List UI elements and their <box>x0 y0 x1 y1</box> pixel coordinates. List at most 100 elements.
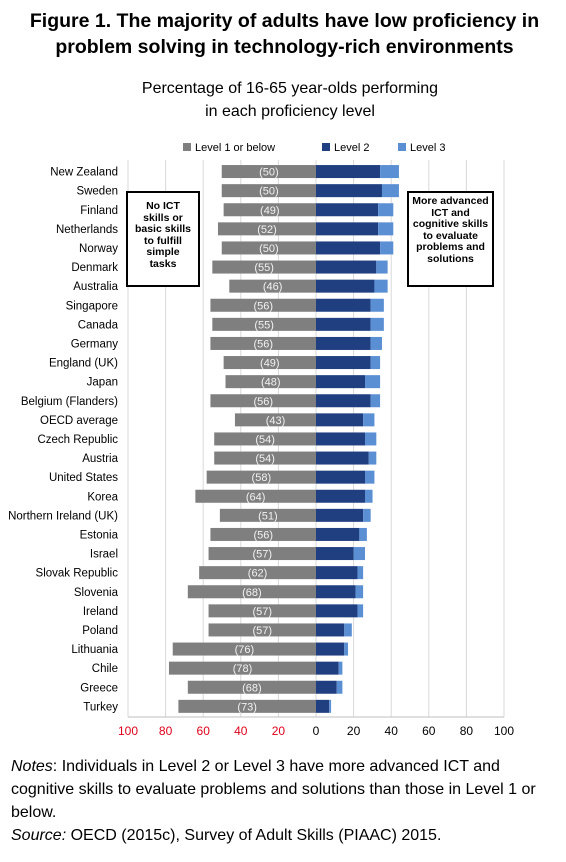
bar-data-label: (62) <box>248 568 268 580</box>
bar-level3 <box>363 509 371 522</box>
notes-text: : Individuals in Level 2 or Level 3 have… <box>11 758 536 821</box>
bar-level3 <box>365 432 376 445</box>
category-label: Czech Republic <box>37 434 118 446</box>
bar-level3 <box>339 662 343 675</box>
bar-level3 <box>382 184 399 197</box>
source-text: OECD (2015c), Survey of Adult Skills (PI… <box>66 827 441 844</box>
bar-data-label: (56) <box>253 338 273 350</box>
x-tick-label: 80 <box>159 724 173 738</box>
source: Source: OECD (2015c), Survey of Adult Sk… <box>11 824 559 847</box>
bar-data-label: (43) <box>266 415 286 427</box>
bar-level2 <box>316 280 374 293</box>
bar-data-label: (55) <box>254 262 274 274</box>
legend-swatch-1 <box>183 143 191 151</box>
legend-label-1: Level 1 or below <box>195 142 275 154</box>
bar-data-label: (49) <box>260 205 280 217</box>
category-label: Finland <box>80 205 118 217</box>
bar-level2 <box>316 643 344 656</box>
x-tick-label: 40 <box>385 724 399 738</box>
bar-level2 <box>316 452 369 465</box>
category-label: Australia <box>73 281 118 293</box>
bar-level3 <box>378 222 393 235</box>
bar-level3 <box>357 566 363 579</box>
bar-level2 <box>316 299 371 312</box>
bar-level3 <box>344 643 348 656</box>
category-label: Estonia <box>80 529 119 541</box>
legend-label-3: Level 3 <box>410 142 445 154</box>
x-tick-label: 100 <box>118 724 138 738</box>
bar-level3 <box>380 241 393 254</box>
category-label: Canada <box>78 319 119 331</box>
x-tick-label: 80 <box>460 724 474 738</box>
callout-level2-3: More advanced ICT and cognitive skills t… <box>407 191 494 287</box>
bar-data-label: (56) <box>253 396 273 408</box>
bar-level2 <box>316 318 371 331</box>
bar-level3 <box>344 623 352 636</box>
category-label: Greece <box>80 682 118 694</box>
proficiency-chart: Level 1 or below Level 2 Level 3 New Zealan… <box>0 0 566 750</box>
bar-data-label: (57) <box>252 625 272 637</box>
bar-level2 <box>316 662 339 675</box>
bar-level2 <box>316 337 371 350</box>
bar-level3 <box>356 585 364 598</box>
bar-level2 <box>316 432 365 445</box>
legend-swatch-2 <box>322 143 330 151</box>
bar-level2 <box>316 394 371 407</box>
x-tick-label: 0 <box>313 724 320 738</box>
bar-level3 <box>329 700 331 713</box>
bar-level3 <box>365 471 374 484</box>
bar-level2 <box>316 413 363 426</box>
category-label: OECD average <box>40 415 118 427</box>
callout-level1: No ICT skills or basic skills to fulfill… <box>126 191 200 287</box>
category-label: Poland <box>82 625 118 637</box>
bar-level2 <box>316 184 382 197</box>
bar-data-label: (64) <box>246 491 266 503</box>
bar-level3 <box>359 528 367 541</box>
category-label: New Zealand <box>50 167 118 179</box>
bar-data-label: (54) <box>255 434 275 446</box>
bar-level3 <box>357 604 363 617</box>
category-label: Sweden <box>76 186 118 198</box>
bar-level2 <box>316 604 357 617</box>
bar-level2 <box>316 528 359 541</box>
category-label: Denmark <box>71 262 118 274</box>
bar-data-label: (58) <box>252 472 272 484</box>
bar-level2 <box>316 241 380 254</box>
bar-level3 <box>371 318 384 331</box>
category-label: Japan <box>87 377 118 389</box>
bar-level2 <box>316 490 365 503</box>
x-tick-label: 100 <box>494 724 514 738</box>
category-label: Netherlands <box>56 224 118 236</box>
bar-level3 <box>376 261 387 274</box>
bar-level3 <box>380 165 399 178</box>
bar-level2 <box>316 471 365 484</box>
category-label: Germany <box>71 338 119 350</box>
bar-data-label: (50) <box>259 243 279 255</box>
category-label: Korea <box>87 491 118 503</box>
bar-level2 <box>316 261 376 274</box>
legend-label-2: Level 2 <box>334 142 369 154</box>
bar-level3 <box>369 452 377 465</box>
bar-level3 <box>365 375 380 388</box>
bar-level3 <box>365 490 373 503</box>
bar-level3 <box>378 203 393 216</box>
x-tick-label: 60 <box>197 724 211 738</box>
bar-data-label: (52) <box>257 224 277 236</box>
bar-data-label: (55) <box>254 319 274 331</box>
bar-level2 <box>316 375 365 388</box>
category-label: Austria <box>82 453 118 465</box>
x-tick-label: 60 <box>422 724 436 738</box>
category-label: Northern Ireland (UK) <box>8 510 118 522</box>
bar-data-label: (73) <box>237 701 257 713</box>
notes: Notes: Individuals in Level 2 or Level 3… <box>11 755 559 824</box>
category-label: Lithuania <box>71 644 118 656</box>
bar-level3 <box>371 337 382 350</box>
bar-level2 <box>316 681 337 694</box>
notes-label: Notes <box>11 758 53 775</box>
bar-data-label: (57) <box>252 549 272 561</box>
bar-level2 <box>316 509 363 522</box>
source-label: Source: <box>11 827 66 844</box>
bar-level2 <box>316 547 354 560</box>
bar-data-label: (48) <box>261 377 281 389</box>
bar-data-label: (57) <box>252 606 272 618</box>
